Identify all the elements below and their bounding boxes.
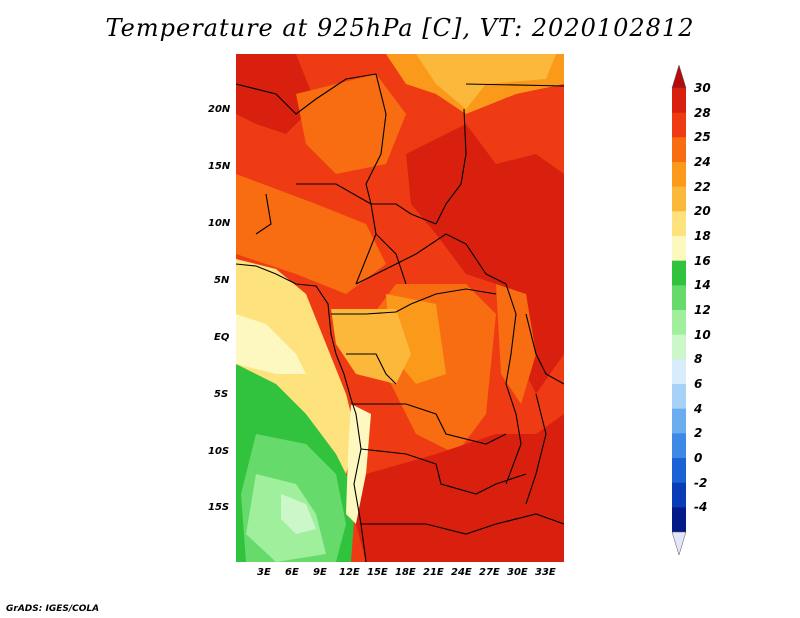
north-orange-zone — [296, 74, 406, 174]
lon-tick: 15E — [367, 567, 388, 578]
colorbar-step — [672, 310, 686, 336]
colorbar-step — [672, 211, 686, 237]
lat-tick: EQ — [214, 332, 230, 343]
colorbar-label: 20 — [694, 204, 711, 219]
colorbar-label: -4 — [694, 500, 708, 515]
colorbar-top-arrow — [671, 64, 687, 89]
colorbar-step — [672, 236, 686, 262]
colorbar-step — [672, 482, 686, 508]
colorbar-label: 30 — [694, 81, 711, 95]
colorbar-label: 12 — [694, 303, 711, 317]
lat-tick: 10S — [208, 446, 230, 457]
colorbar-label: 24 — [694, 155, 711, 169]
country-borders — [236, 73, 564, 562]
sahara-tan-zone — [416, 54, 556, 109]
colorbar-label: 14 — [694, 278, 711, 293]
colorbar-label: 10 — [694, 327, 711, 342]
colorbar-step — [672, 384, 686, 410]
colorbar-label: 2 — [694, 426, 703, 441]
colorbar-step — [672, 359, 686, 385]
lon-tick: 12E — [339, 567, 360, 578]
lon-tick: 33E — [535, 567, 556, 578]
colorbar-label: 8 — [694, 352, 703, 367]
colorbar-label: -2 — [694, 475, 708, 490]
colorbar-step — [672, 112, 686, 138]
colorbar-step — [672, 285, 686, 311]
colorbar-step — [672, 186, 686, 212]
south-hot-zone — [356, 414, 564, 562]
colorbar — [671, 64, 687, 556]
colorbar-label: 4 — [694, 401, 703, 416]
colorbar-step — [672, 260, 686, 286]
colorbar-label: 28 — [694, 105, 711, 120]
colorbar-step — [672, 137, 686, 163]
lon-tick: 3E — [257, 567, 271, 578]
colorbar-bottom-arrow — [671, 531, 687, 556]
colorbar-step — [672, 334, 686, 360]
colorbar-step — [672, 162, 686, 188]
atlantic-palemint-zone — [281, 494, 316, 534]
colorbar-step — [672, 433, 686, 459]
lat-tick: 20N — [208, 104, 231, 115]
lat-tick: 15N — [208, 161, 231, 172]
lon-tick: 18E — [395, 567, 416, 578]
colorbar-step — [672, 507, 686, 533]
lat-tick: 15S — [208, 502, 230, 513]
map-title: Temperature at 925hPa [C], VT: 202010281… — [105, 14, 695, 42]
colorbar-label: 16 — [694, 253, 711, 268]
colorbar-step — [672, 408, 686, 434]
lon-tick: 27E — [479, 567, 500, 578]
lon-tick: 6E — [285, 567, 299, 578]
lon-tick: 24E — [451, 567, 472, 578]
grads-credit: GrADS: IGES/COLA — [6, 604, 100, 614]
colorbar-step — [672, 458, 686, 484]
colorbar-label: 6 — [694, 377, 703, 391]
colorbar-steps — [672, 88, 686, 533]
lat-tick: 5S — [214, 389, 229, 400]
lon-tick: 30E — [507, 567, 528, 578]
lat-tick: 5N — [214, 275, 230, 286]
west-orange-zone — [236, 174, 386, 294]
guinea-cream-zone — [236, 314, 306, 374]
gabon-tan-zone — [331, 309, 411, 384]
lon-tick: 9E — [313, 567, 327, 578]
colorbar-step — [672, 88, 686, 114]
lon-tick: 21E — [423, 567, 444, 578]
lat-tick: 10N — [208, 218, 231, 229]
colorbar-label: 0 — [694, 451, 703, 465]
colorbar-label: 22 — [694, 179, 711, 194]
temperature-map — [236, 54, 564, 562]
colorbar-label: 18 — [694, 229, 711, 243]
colorbar-label: 25 — [694, 130, 711, 145]
